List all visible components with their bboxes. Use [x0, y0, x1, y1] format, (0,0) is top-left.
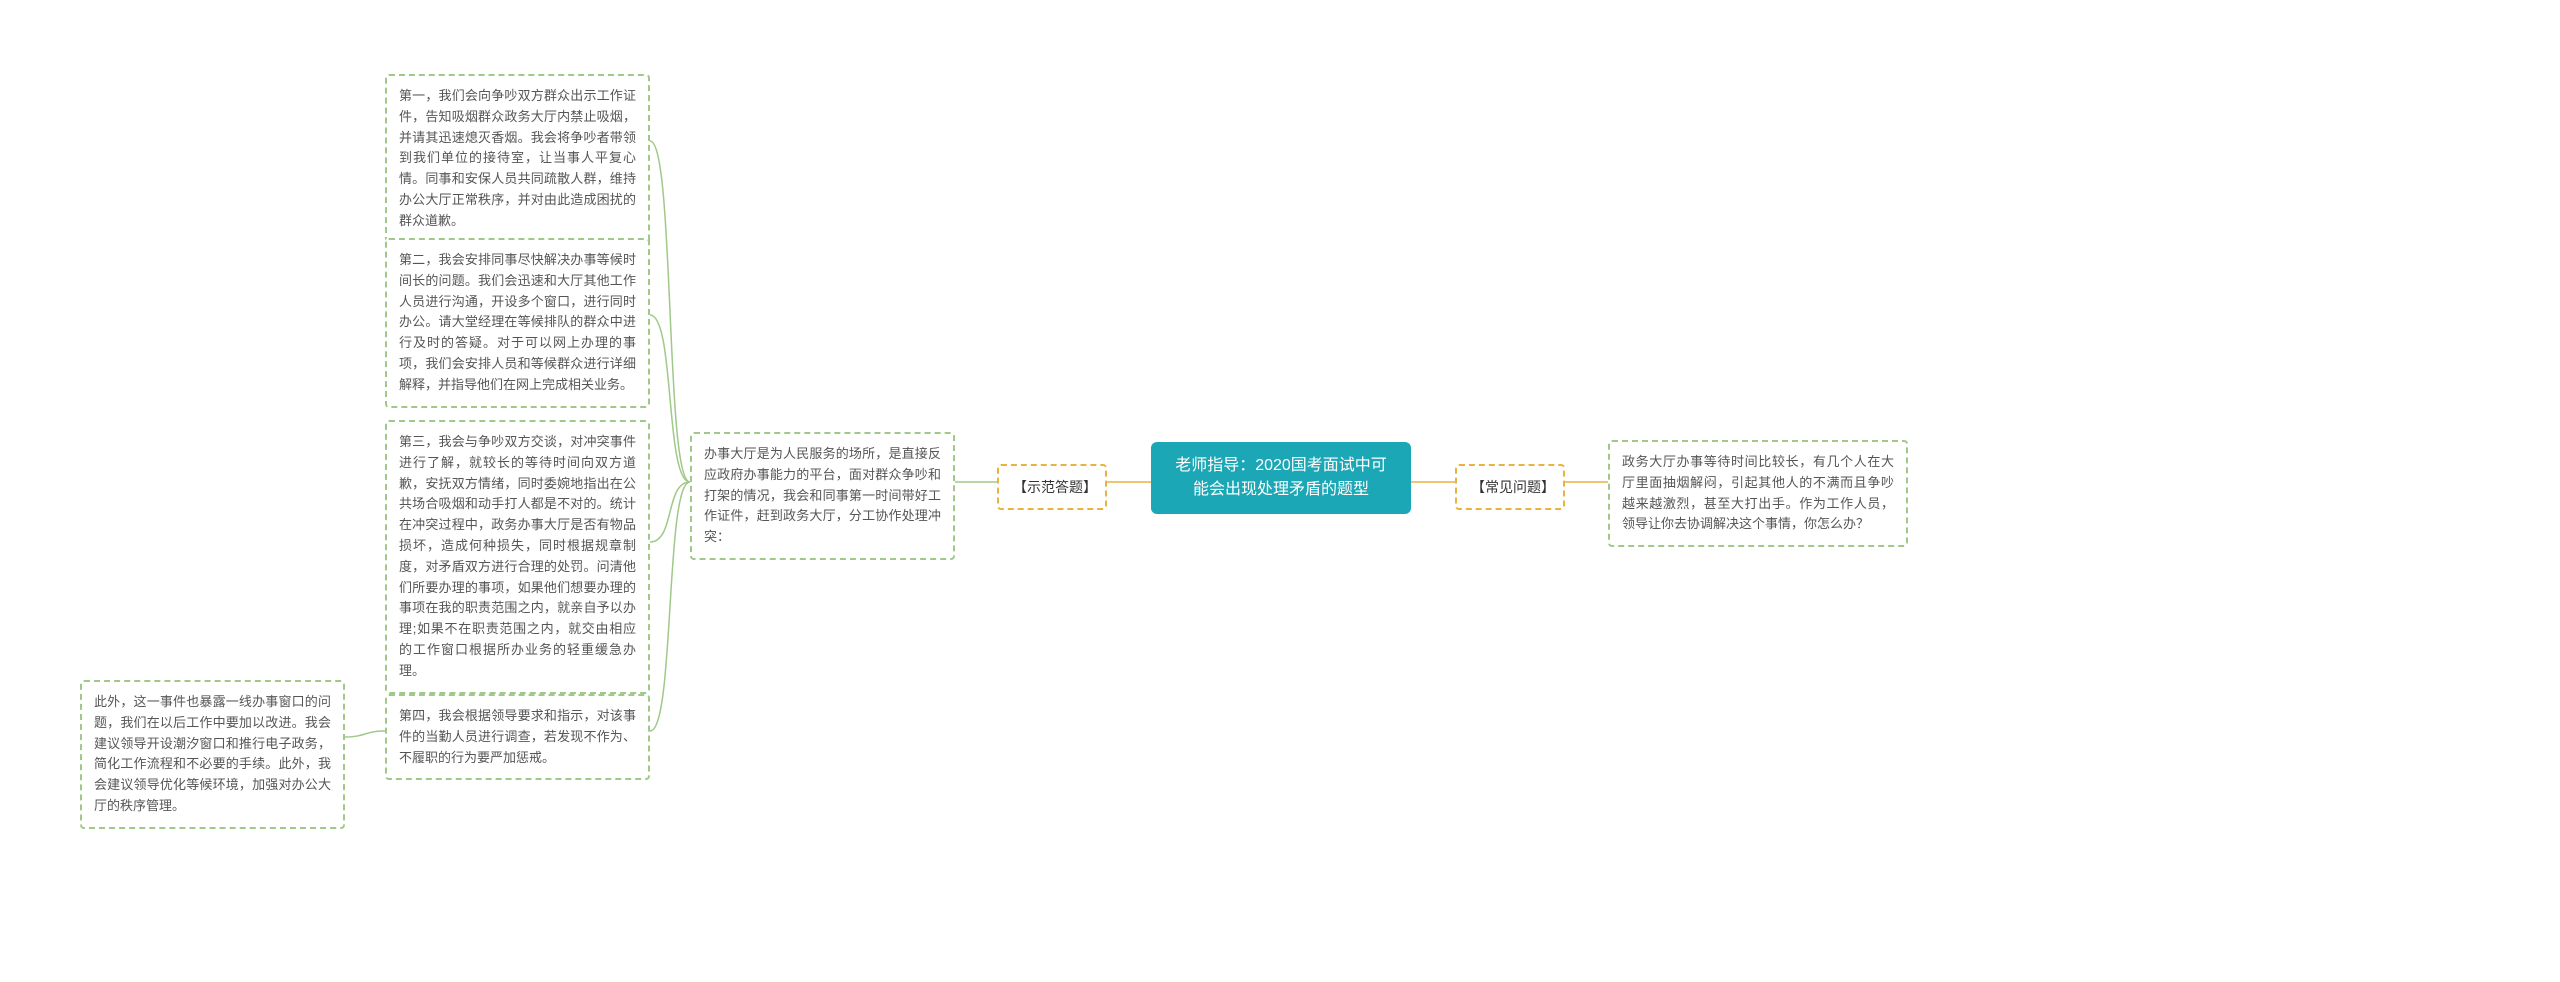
- extra-note: 此外，这一事件也暴露一线办事窗口的问题，我们在以后工作中要加以改进。我会建议领导…: [80, 680, 345, 829]
- branch-left-label: 【示范答题】: [1013, 479, 1097, 495]
- point-2: 第二，我会安排同事尽快解决办事等候时间长的问题。我们会迅速和大厅其他工作人员进行…: [385, 238, 650, 408]
- point-1-text: 第一，我们会向争吵双方群众出示工作证件，告知吸烟群众政务大厅内禁止吸烟，并请其迅…: [399, 88, 636, 228]
- point-3-text: 第三，我会与争吵双方交谈，对冲突事件进行了解，就较长的等待时间向双方道歉，安抚双…: [399, 434, 636, 678]
- root-title: 老师指导：2020国考面试中可能会出现处理矛盾的题型: [1175, 457, 1387, 498]
- point-2-text: 第二，我会安排同事尽快解决办事等候时间长的问题。我们会迅速和大厅其他工作人员进行…: [399, 252, 636, 392]
- root-node: 老师指导：2020国考面试中可能会出现处理矛盾的题型: [1151, 442, 1411, 514]
- intro-left: 办事大厅是为人民服务的场所，是直接反应政府办事能力的平台，面对群众争吵和打架的情…: [690, 432, 955, 560]
- leaf-right-text: 政务大厅办事等待时间比较长，有几个人在大厅里面抽烟解闷，引起其他人的不满而且争吵…: [1622, 454, 1894, 531]
- intro-left-text: 办事大厅是为人民服务的场所，是直接反应政府办事能力的平台，面对群众争吵和打架的情…: [704, 446, 941, 544]
- branch-left: 【示范答题】: [997, 464, 1107, 510]
- point-4-text: 第四，我会根据领导要求和指示，对该事件的当勤人员进行调查，若发现不作为、不履职的…: [399, 708, 636, 765]
- point-1: 第一，我们会向争吵双方群众出示工作证件，告知吸烟群众政务大厅内禁止吸烟，并请其迅…: [385, 74, 650, 244]
- leaf-right: 政务大厅办事等待时间比较长，有几个人在大厅里面抽烟解闷，引起其他人的不满而且争吵…: [1608, 440, 1908, 547]
- point-4: 第四，我会根据领导要求和指示，对该事件的当勤人员进行调查，若发现不作为、不履职的…: [385, 694, 650, 780]
- extra-note-text: 此外，这一事件也暴露一线办事窗口的问题，我们在以后工作中要加以改进。我会建议领导…: [94, 694, 331, 813]
- branch-right-label: 【常见问题】: [1471, 479, 1555, 495]
- point-3: 第三，我会与争吵双方交谈，对冲突事件进行了解，就较长的等待时间向双方道歉，安抚双…: [385, 420, 650, 694]
- branch-right: 【常见问题】: [1455, 464, 1565, 510]
